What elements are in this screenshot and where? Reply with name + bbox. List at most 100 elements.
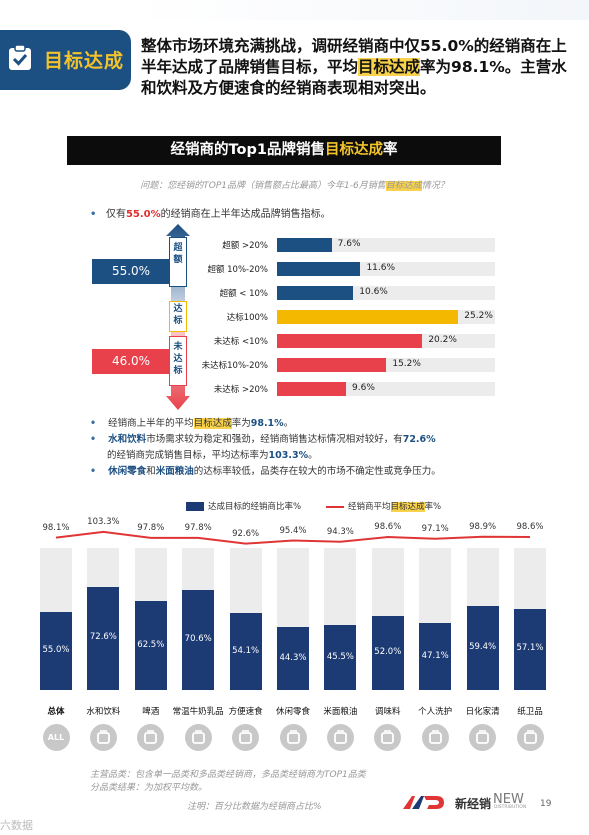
shower-icon — [421, 724, 449, 751]
line-value-label: 97.1% — [421, 523, 449, 534]
footnote-definitions: 主营品类：包含单一品类和多品类经销商，多品类经销商为TOP1品类 分品类结果：为加… — [90, 770, 366, 793]
column-bar — [371, 616, 404, 690]
column-bar — [182, 589, 215, 690]
column-value-label: 44.3% — [279, 652, 307, 663]
category-label: 日化家清 — [465, 707, 500, 717]
category-label: 纸卫品 — [517, 707, 543, 717]
survey-question: 问题：您经销的TOP1品牌（销售额占比最高）今年1-6月销售目标达成情况？ — [140, 181, 449, 191]
distribution-row-bar — [277, 286, 354, 300]
line-value-label: 103.3% — [87, 516, 120, 527]
column-bar — [324, 625, 357, 690]
target-rate-polyline — [55, 530, 531, 545]
distribution-row-label: 超额 >20% — [222, 241, 268, 251]
bullet-2: • 水和饮料市场需求较为稳定和强劲，经销商销售达标情况相对较好，有72.6% — [90, 434, 436, 445]
line-value-label: 97.8% — [137, 522, 165, 533]
bottles-icon — [89, 724, 117, 751]
column-bar — [40, 611, 72, 690]
distribution-row-bar — [277, 334, 423, 348]
category-label: 休闲零食 — [275, 707, 310, 717]
category-label: 常温牛奶乳品 — [172, 707, 224, 717]
brand-sub: DISTRIBUTION — [494, 805, 527, 810]
column-value-label: 47.1% — [421, 650, 449, 661]
distribution-row-label: 超额 < 10% — [219, 289, 268, 299]
category-label: 总体 — [47, 707, 65, 717]
distribution-row-label: 未达标 <10% — [213, 337, 268, 347]
distribution-row-bar — [277, 382, 347, 396]
column-value-label: 72.6% — [89, 632, 117, 643]
distribution-row-value: 15.2% — [392, 359, 421, 369]
bullet-1: • 经销商上半年的平均目标达成率为98.1%。 — [90, 418, 294, 429]
line-value-label: 98.6% — [516, 522, 544, 533]
section-tag-label: 目标达成 — [44, 50, 125, 72]
milk-icon — [184, 724, 212, 751]
column-value-label: 59.4% — [469, 641, 497, 652]
category-over: 超额 — [169, 237, 187, 287]
brand-name: 新经销 — [455, 797, 492, 811]
category-meet: 达标 — [169, 301, 187, 332]
achieved-total-box: 55.0% — [92, 259, 170, 284]
distribution-row-label: 未达标10%-20% — [201, 361, 268, 371]
line-value-label: 92.6% — [232, 528, 260, 539]
column-value-label: 45.5% — [326, 651, 354, 662]
line-value-label: 98.6% — [374, 522, 402, 533]
all-icon: ALL — [42, 724, 70, 751]
column-bar — [277, 627, 309, 690]
category-label: 米面粮油 — [323, 707, 358, 717]
column-bar — [466, 605, 499, 690]
legend-bar-label: 达成目标的经销商比率% — [208, 502, 302, 512]
line-value-label: 97.8% — [184, 522, 212, 533]
column-value-label: 70.6% — [184, 633, 212, 644]
section-title: 经销商的Top1品牌销售目标达成率 — [67, 136, 501, 165]
distribution-row-value: 20.2% — [428, 335, 457, 345]
distribution-row-label: 未达标 >20% — [213, 385, 268, 395]
line-value-label: 95.4% — [279, 525, 307, 536]
column-value-label: 52.0% — [374, 647, 402, 658]
seasoning-icon — [374, 724, 402, 751]
bullet-3: • 休闲零食和米面粮油的达标率较低，品类存在较大的市场不确定性或竞争压力。 — [90, 466, 441, 477]
headline: 整体市场环境充满挑战，调研经销商中仅55.0%的经销商在上半年达成了品牌销售目标… — [141, 37, 567, 97]
noodle-bowl-icon — [232, 724, 260, 751]
column-value-label: 62.5% — [137, 639, 165, 650]
line-value-label: 94.3% — [326, 526, 354, 537]
distribution-row-bar — [277, 358, 387, 372]
distribution-row-value: 11.6% — [366, 263, 396, 273]
legend-line-label: 经销商平均目标达成率% — [348, 502, 442, 512]
snack-icon — [279, 724, 307, 751]
category-label: 调味料 — [375, 707, 401, 717]
distribution-row-value: 9.6% — [352, 383, 375, 393]
column-bar — [134, 601, 167, 690]
distribution-row-value: 25.2% — [464, 311, 493, 321]
distribution-row-bar — [277, 238, 332, 252]
not-achieved-total-box: 46.0% — [92, 349, 170, 374]
distribution-row-value: 10.6% — [359, 287, 388, 297]
detergent-icon — [469, 724, 497, 751]
category-under: 未达标 — [169, 336, 187, 386]
column-bar — [419, 623, 452, 690]
bullet-2-line-2: 的经销商完成销售目标，平均达标率为103.3%。 — [107, 450, 318, 461]
legend-bar-swatch — [186, 502, 204, 511]
line-value-label: 98.1% — [42, 522, 70, 533]
beer-icon — [137, 724, 165, 751]
tissue-icon — [516, 724, 544, 751]
category-label: 方便速食 — [228, 707, 263, 717]
brand-logo-mark — [403, 796, 444, 809]
column-bar — [87, 586, 120, 690]
grain-oil-icon — [326, 724, 354, 751]
column-value-label: 54.1% — [232, 645, 260, 656]
clipboard-check-icon — [9, 45, 31, 70]
column-value-label: 55.0% — [42, 644, 70, 655]
category-label: 水和饮料 — [86, 707, 121, 717]
watermark: 六数据 — [0, 819, 33, 832]
distribution-row-label: 超额 10%-20% — [207, 265, 268, 275]
column-bar — [229, 613, 262, 690]
category-label: 个人洗护 — [418, 707, 453, 717]
page-number: 19 — [540, 799, 552, 809]
distribution-row-bar — [277, 262, 361, 276]
summary-note: • 仅有55.0%的经销商在上半年达成品牌销售指标。 — [90, 209, 331, 220]
brand-new: NEW — [493, 792, 524, 807]
distribution-row-label: 达标100% — [226, 313, 268, 323]
column-value-label: 57.1% — [516, 643, 544, 654]
column-bar — [514, 608, 546, 690]
top-decoration — [130, 0, 589, 20]
